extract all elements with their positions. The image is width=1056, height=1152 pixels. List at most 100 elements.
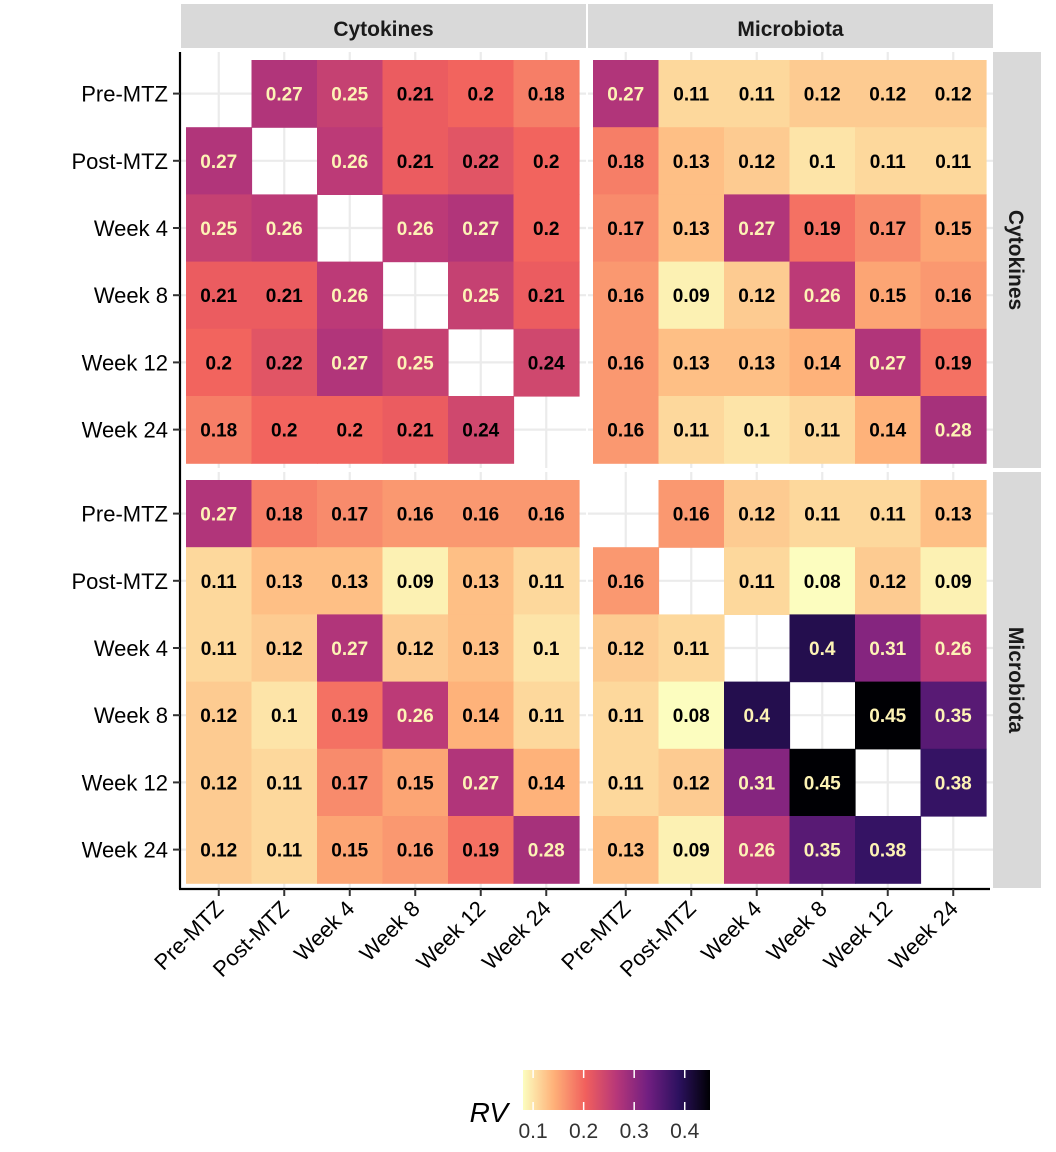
- heatmap-cell: [658, 60, 725, 128]
- cell-value-label: 0.13: [266, 572, 303, 593]
- cell-value-label: 0.14: [869, 421, 906, 442]
- heatmap-cell: [724, 328, 791, 397]
- heatmap-cell: [789, 261, 856, 330]
- heatmap-cell: [789, 194, 856, 263]
- heatmap-cell: [513, 60, 580, 128]
- cell-value-label: 0.11: [673, 421, 709, 442]
- heatmap-cell: [593, 194, 660, 263]
- cell-value-label: 0.31: [738, 773, 775, 794]
- heatmap-cell: [448, 547, 515, 615]
- cell-value-label: 0.18: [266, 505, 303, 526]
- cell-value-label: 0.16: [607, 353, 644, 374]
- heatmap-cell: [448, 194, 515, 263]
- cell-value-label: 0.11: [804, 421, 840, 442]
- cell-value-label: 0.08: [804, 572, 841, 593]
- cell-value-label: 0.25: [397, 353, 434, 374]
- heatmap-cell: [658, 681, 725, 750]
- cell-value-label: 0.09: [673, 841, 710, 862]
- cell-value-label: 0.11: [935, 152, 971, 173]
- heatmap-cell: [513, 614, 580, 683]
- heatmap-cell: [317, 681, 384, 750]
- heatmap-cell: [186, 396, 253, 464]
- cell-value-label: 0.09: [673, 286, 710, 307]
- cell-value-label: 0.15: [397, 773, 434, 794]
- strip-background: [181, 4, 586, 48]
- cell-value-label: 0.27: [462, 219, 499, 240]
- strip-background: [588, 4, 993, 48]
- heatmap-cell: [513, 748, 580, 817]
- cell-value-label: 0.15: [869, 286, 906, 307]
- heatmap-cell: [593, 396, 660, 464]
- heatmap-cell: [317, 396, 384, 464]
- heatmap-cell: [920, 748, 987, 817]
- heatmap-cell: [789, 328, 856, 397]
- heatmap-cell: [251, 194, 318, 263]
- heatmap-cell: [855, 396, 922, 464]
- cell-value-label: 0.16: [397, 841, 434, 862]
- legend-colorbar: [523, 1070, 710, 1110]
- y-tick-label: Week 12: [82, 350, 168, 375]
- cell-value-label: 0.16: [607, 286, 644, 307]
- heatmap-cell: [920, 547, 987, 615]
- cell-value-label: 0.18: [607, 152, 644, 173]
- x-tick-label: Week 12: [411, 896, 490, 975]
- heatmap-cell: [789, 480, 856, 548]
- x-tick-label: Week 24: [477, 896, 556, 975]
- cell-value-label: 0.13: [673, 219, 710, 240]
- heatmap-cell: [186, 127, 253, 195]
- heatmap-cell: [317, 328, 384, 397]
- heatmap-cell: [186, 547, 253, 615]
- legend-tick-label: 0.1: [519, 1120, 548, 1143]
- heatmap-cell: [593, 816, 660, 884]
- heatmap-cell: [658, 127, 725, 195]
- heatmap-cell: [513, 480, 580, 548]
- cell-value-label: 0.11: [201, 639, 237, 660]
- heatmap-cell: [317, 261, 384, 330]
- heatmap-cell: [251, 60, 318, 128]
- heatmap-cell: [382, 328, 449, 397]
- heatmap-cell: [920, 396, 987, 464]
- panel-cytokines-cytokines: 0.27 0.25 0.21 0.2 0.18 0.27 0.26 0.21 0.22 0.2 0.…: [181, 52, 586, 468]
- heatmap-cell: [658, 816, 725, 884]
- heatmap-cell: [855, 816, 922, 884]
- heatmap-cell: [658, 194, 725, 263]
- cell-value-label: 0.16: [607, 572, 644, 593]
- y-tick-label: Week 4: [94, 216, 168, 241]
- cell-value-label: 0.26: [397, 706, 434, 727]
- y-tick-label: Week 4: [94, 636, 168, 661]
- cell-value-label: 0.11: [673, 85, 709, 106]
- cell-value-label: 0.17: [869, 219, 906, 240]
- heatmap-cell: [317, 816, 384, 884]
- cell-value-label: 0.11: [608, 706, 644, 727]
- cell-value-label: 0.27: [200, 505, 237, 526]
- cell-value-label: 0.28: [528, 841, 565, 862]
- panel-microbiota-microbiota: 0.16 0.12 0.11 0.11 0.13 0.16 0.11 0.08 0.12 0.09…: [588, 472, 993, 888]
- cell-value-label: 0.11: [528, 706, 564, 727]
- cell-value-label: 0.13: [462, 572, 499, 593]
- heatmap-cell: [789, 614, 856, 683]
- heatmap-cell: [855, 127, 922, 195]
- heatmap-cell: [382, 127, 449, 195]
- heatmap-cell: [789, 748, 856, 817]
- cell-value-label: 0.12: [397, 639, 434, 660]
- cell-value-label: 0.25: [462, 286, 499, 307]
- cell-value-label: 0.11: [266, 841, 302, 862]
- cell-value-label: 0.21: [397, 152, 434, 173]
- heatmap-cell: [186, 748, 253, 817]
- heatmap-cell: [593, 261, 660, 330]
- heatmap-cell: [513, 328, 580, 397]
- heatmap-cell: [448, 681, 515, 750]
- cell-value-label: 0.14: [462, 706, 499, 727]
- heatmap-cell: [789, 816, 856, 884]
- cell-value-label: 0.24: [528, 353, 565, 374]
- cell-value-label: 0.13: [462, 639, 499, 660]
- x-tick-label: Week 24: [884, 896, 963, 975]
- cell-value-label: 0.2: [271, 421, 297, 442]
- heatmap-cell: [724, 547, 791, 615]
- cell-value-label: 0.13: [673, 152, 710, 173]
- heatmap-cell: [251, 547, 318, 615]
- cell-value-label: 0.15: [331, 841, 368, 862]
- cell-value-label: 0.21: [266, 286, 303, 307]
- cell-value-label: 0.1: [809, 152, 836, 173]
- strip-label: Microbiota: [737, 18, 843, 41]
